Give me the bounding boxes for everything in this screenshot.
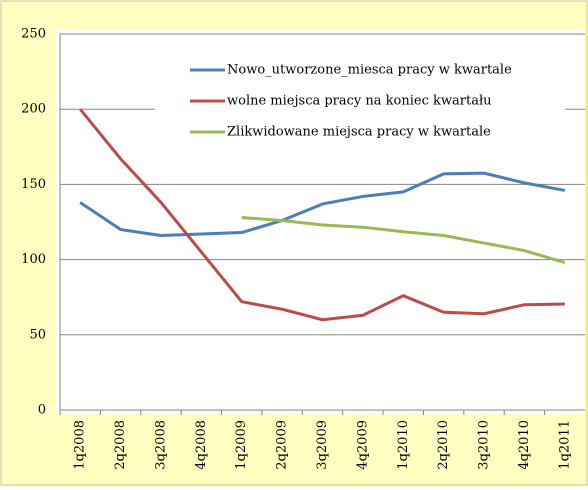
- y-tick-label: 0: [38, 403, 46, 418]
- x-tick-label: 4q2010: [517, 420, 532, 470]
- x-tick-label: 4q2008: [194, 420, 209, 470]
- legend-label: Zlikwidowane miejsca pracy w kwartale: [227, 125, 491, 140]
- x-tick-label: 1q2011: [557, 420, 572, 470]
- x-tick-label: 3q2008: [153, 420, 168, 470]
- x-tick-label: 1q2009: [234, 420, 249, 470]
- x-tick-label: 3q2009: [315, 420, 330, 470]
- legend-label: wolne miejsca pracy na koniec kwartału: [227, 94, 492, 109]
- y-tick-label: 150: [21, 177, 46, 192]
- y-tick-label: 250: [21, 27, 46, 42]
- y-tick-label: 100: [21, 252, 46, 267]
- series-line: [79, 108, 565, 322]
- x-tick-label: 2q2009: [275, 420, 290, 470]
- x-tick-label: 4q2009: [355, 420, 370, 470]
- y-tick-label: 50: [29, 327, 46, 342]
- y-tick-label: 200: [21, 102, 46, 117]
- x-tick-label: 1q2008: [73, 420, 88, 470]
- series-line: [241, 215, 566, 265]
- x-tick-label: 2q2008: [113, 420, 128, 470]
- series-line: [79, 171, 566, 238]
- x-tick-label: 1q2010: [396, 420, 411, 470]
- legend-label: Nowo_utworzone_miesca pracy w kwartale: [227, 63, 512, 78]
- x-tick-label: 3q2010: [477, 420, 492, 470]
- x-tick-label: 2q2010: [436, 420, 451, 470]
